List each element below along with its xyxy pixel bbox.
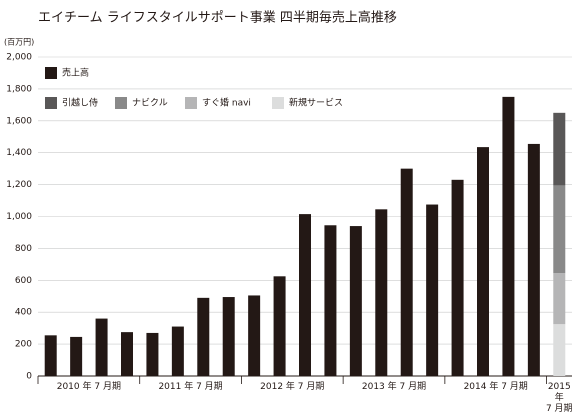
bar bbox=[70, 336, 83, 376]
legend-label: 新規サービス bbox=[289, 97, 343, 109]
bar bbox=[146, 332, 159, 376]
legend-label: すぐ婚 navi bbox=[202, 97, 251, 109]
bar bbox=[553, 185, 566, 274]
legend-swatch bbox=[185, 97, 197, 109]
bar bbox=[527, 143, 540, 376]
legend-swatch bbox=[272, 97, 284, 109]
legend-swatch bbox=[45, 97, 57, 109]
bar bbox=[553, 273, 566, 325]
bar bbox=[299, 214, 311, 376]
y-tick-label: 1,600 bbox=[6, 116, 32, 126]
unit-label: (百万円) bbox=[4, 38, 34, 47]
bar bbox=[95, 318, 108, 376]
y-tick-label: 0 bbox=[26, 372, 32, 382]
x-group-label: 2011 年 7 月期 bbox=[158, 382, 223, 392]
bar bbox=[451, 179, 464, 376]
y-tick-label: 800 bbox=[15, 244, 32, 254]
bar bbox=[44, 335, 57, 376]
y-tick-label: 400 bbox=[15, 308, 32, 318]
legend-label: ナビクル bbox=[132, 98, 168, 109]
y-tick-label: 1,400 bbox=[6, 148, 32, 158]
y-tick-label: 1,800 bbox=[6, 84, 32, 94]
y-tick-label: 1,200 bbox=[6, 180, 32, 190]
x-group-label: 2013 年 7 月期 bbox=[361, 382, 427, 392]
x-group-label: 2015 年 7 月期 bbox=[545, 382, 573, 414]
y-tick-label: 600 bbox=[15, 276, 32, 286]
bar bbox=[171, 326, 184, 376]
chart-title: エイチーム ライフスタイルサポート事業 四半期毎売上高推移 bbox=[38, 10, 397, 26]
bar bbox=[222, 297, 235, 376]
bar bbox=[324, 225, 337, 376]
x-group-label: 2014 年 7 月期 bbox=[463, 382, 528, 392]
bar bbox=[426, 204, 439, 376]
bar bbox=[197, 297, 210, 376]
bar bbox=[349, 226, 362, 376]
bar bbox=[553, 112, 566, 186]
x-group-label: 2012 年 7 月期 bbox=[260, 382, 325, 392]
bar bbox=[273, 276, 286, 376]
bar bbox=[400, 168, 413, 376]
bar bbox=[502, 96, 515, 376]
bar bbox=[553, 324, 566, 376]
bar bbox=[477, 147, 489, 376]
y-tick-label: 2,000 bbox=[6, 53, 32, 63]
bar bbox=[375, 209, 388, 376]
legend-label: 売上高 bbox=[62, 67, 89, 79]
bar bbox=[248, 295, 261, 376]
legend-swatch bbox=[45, 67, 57, 79]
legend-swatch bbox=[115, 97, 127, 109]
bar bbox=[121, 332, 133, 376]
y-tick-label: 1,000 bbox=[6, 212, 32, 222]
legend-label: 引越し侍 bbox=[62, 97, 98, 109]
x-group-label: 2010 年 7 月期 bbox=[56, 382, 121, 392]
y-tick-label: 200 bbox=[15, 340, 32, 350]
